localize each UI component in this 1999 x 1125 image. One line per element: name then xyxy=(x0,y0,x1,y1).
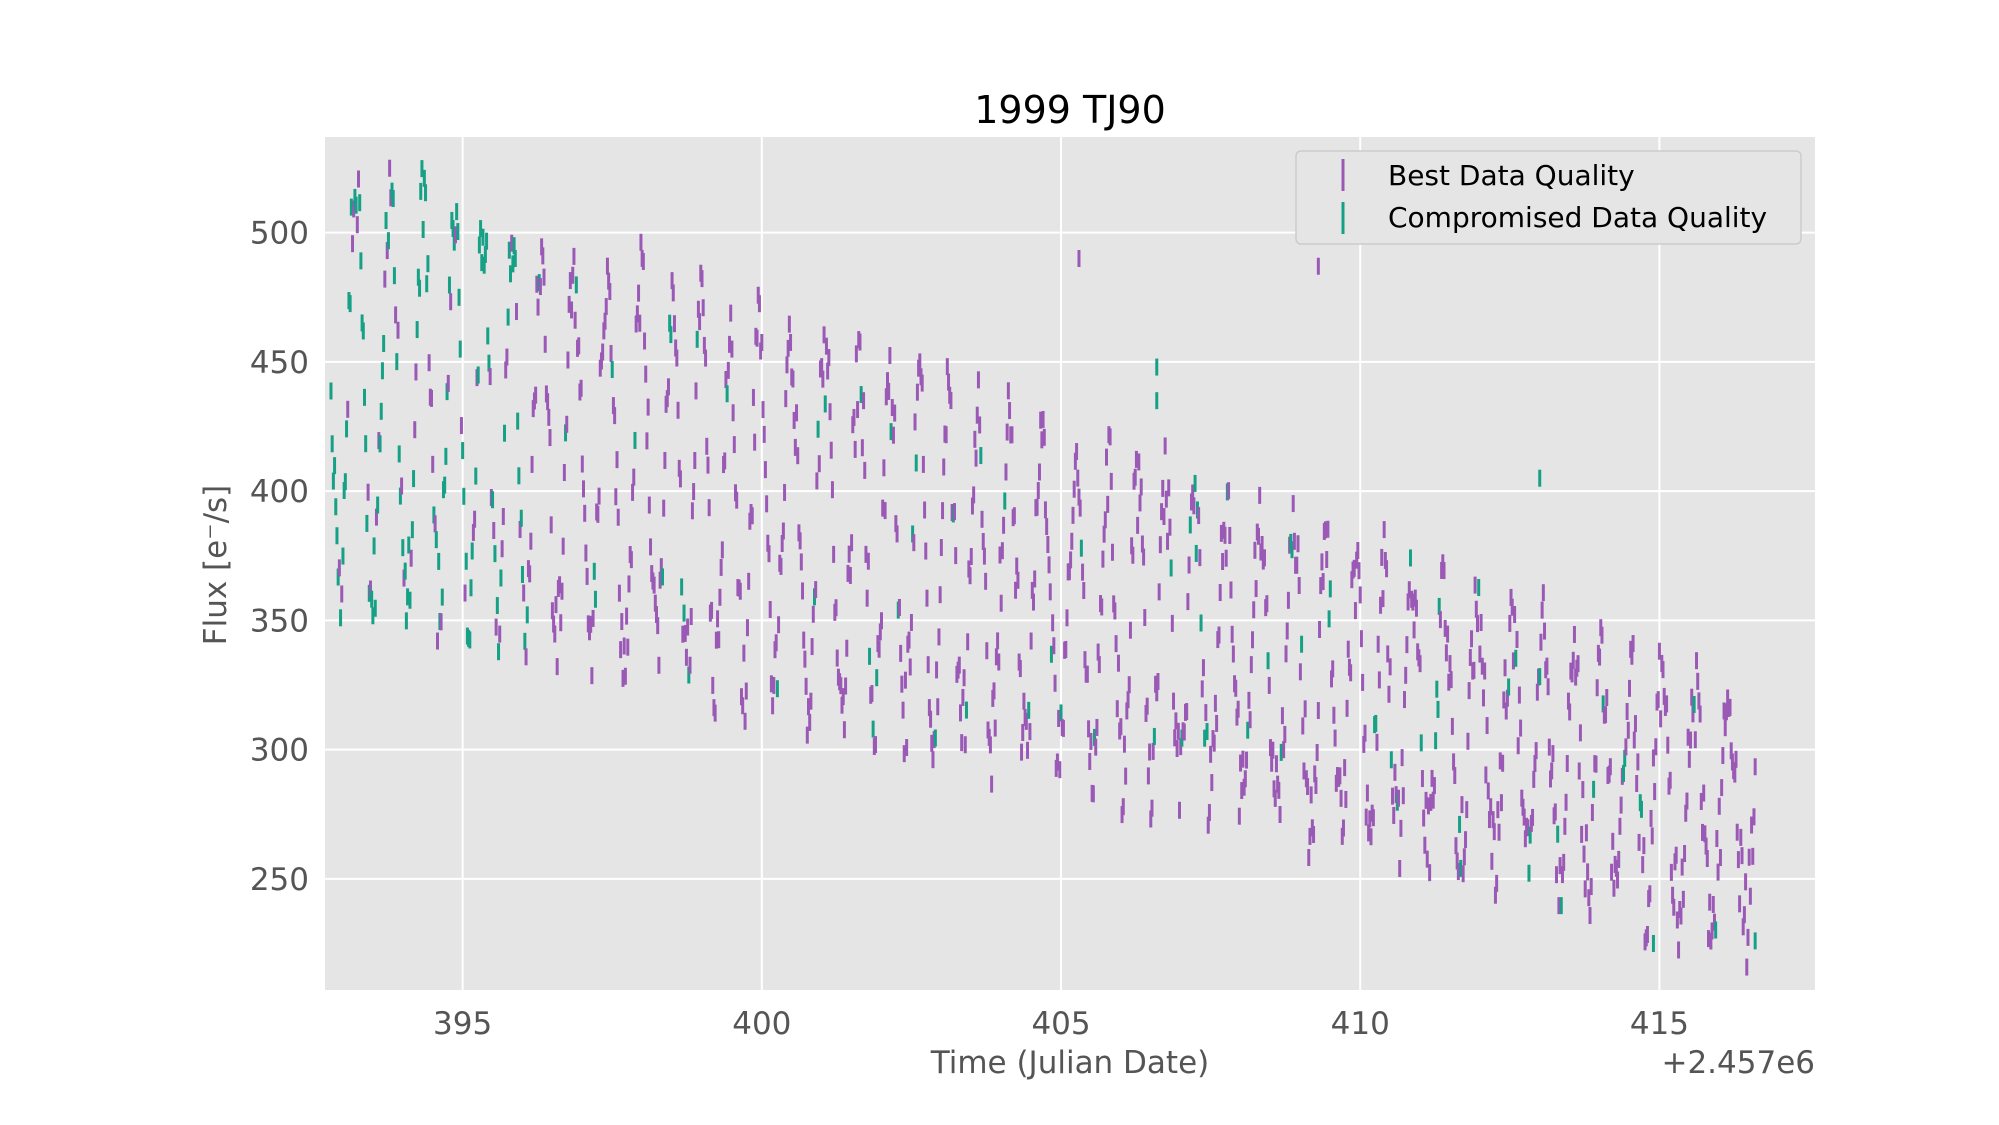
x-offset-label: +2.457e6 xyxy=(1661,1045,1815,1081)
legend: Best Data Quality Compromised Data Quali… xyxy=(1295,150,1802,245)
chart-title: 1999 TJ90 xyxy=(974,88,1166,132)
x-axis-label: Time (Julian Date) xyxy=(930,1045,1210,1081)
x-tick-label: 415 xyxy=(1630,1006,1689,1042)
y-axis-label: Flux [e⁻/s] xyxy=(198,485,234,646)
y-tick-label: 250 xyxy=(250,862,309,898)
x-tick-label: 405 xyxy=(1031,1006,1090,1042)
grid-lines xyxy=(325,137,1815,990)
tick-labels: 395 400 405 410 415 250 300 350 400 450 500 xyxy=(250,216,1689,1042)
legend-label-compromised: Compromised Data Quality xyxy=(1388,201,1767,234)
data-points xyxy=(329,159,1757,976)
x-tick-label: 400 xyxy=(732,1006,791,1042)
y-tick-label: 500 xyxy=(250,216,309,252)
y-tick-label: 300 xyxy=(250,733,309,769)
x-tick-label: 410 xyxy=(1331,1006,1390,1042)
legend-label-best: Best Data Quality xyxy=(1388,159,1635,192)
x-tick-label: 395 xyxy=(433,1006,492,1042)
y-tick-label: 450 xyxy=(250,345,309,381)
y-tick-label: 350 xyxy=(250,603,309,639)
y-tick-label: 400 xyxy=(250,474,309,510)
legend-box xyxy=(1295,150,1802,245)
